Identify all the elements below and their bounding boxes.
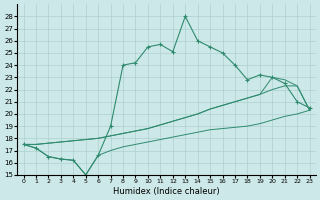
X-axis label: Humidex (Indice chaleur): Humidex (Indice chaleur) [113,187,220,196]
